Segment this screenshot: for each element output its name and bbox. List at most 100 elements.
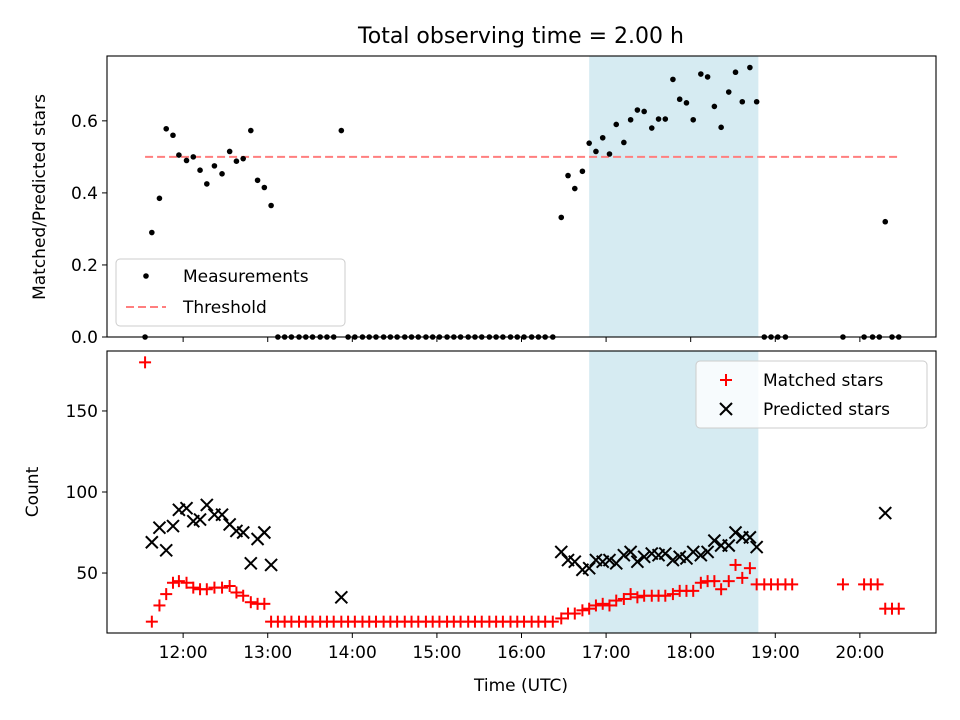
legend-predicted-marker — [719, 402, 733, 416]
top-y-tick-label: 0.6 — [71, 112, 98, 132]
predicted-stars-point — [200, 498, 214, 512]
matched-stars-point — [555, 612, 568, 625]
measurements-point — [558, 214, 565, 221]
measurements-point — [648, 125, 655, 131]
predicted-stars-point — [617, 548, 631, 562]
measurements-point — [621, 139, 627, 146]
legend-measurements-marker — [143, 273, 149, 279]
predicted-stars-point — [666, 553, 680, 567]
x-tick-label: 13:00 — [243, 643, 292, 663]
measurements-point — [711, 103, 718, 110]
x-tick-label: 12:00 — [159, 643, 208, 663]
measurements-point — [219, 171, 225, 177]
matched-stars-point — [139, 356, 152, 369]
matched-stars-point — [715, 583, 728, 596]
measurements-point — [170, 132, 176, 139]
measurements-point — [753, 98, 760, 105]
x-tick-label: 19:00 — [751, 643, 800, 663]
measurements-point — [655, 116, 662, 122]
matched-stars-point — [659, 589, 672, 602]
matched-stars-point — [694, 576, 707, 589]
measurements-point — [593, 148, 599, 155]
matched-stars-point — [631, 591, 644, 604]
matched-stars-point — [603, 599, 616, 612]
predicted-stars-point — [145, 535, 159, 549]
measurements-point — [565, 172, 571, 179]
matched-stars-point — [617, 592, 630, 605]
measurements-point — [627, 116, 634, 123]
legend-predicted-label: Predicted stars — [763, 400, 890, 420]
measurements-point — [571, 185, 578, 192]
matched-stars-point — [596, 597, 609, 610]
measurements-point — [233, 158, 240, 164]
predicted-stars-point — [722, 538, 736, 553]
matched-stars-point — [610, 594, 623, 607]
measurements-point — [579, 168, 586, 175]
matched-stars-point — [166, 576, 179, 589]
bottom-legend: Matched stars Predicted stars — [695, 360, 928, 429]
matched-stars-point — [576, 604, 589, 617]
matched-stars-point — [687, 584, 700, 597]
measurements-point — [176, 152, 182, 158]
top-y-axis-label: Matched/Predicted stars — [30, 94, 50, 300]
matched-stars-point — [244, 596, 257, 609]
predicted-stars-point — [236, 525, 250, 540]
predicted-stars-point — [694, 548, 708, 562]
predicted-stars-point — [602, 553, 617, 567]
legend-threshold-label: Threshold — [182, 298, 267, 318]
matched-stars-point — [153, 599, 166, 612]
matched-stars-point — [666, 588, 679, 601]
predicted-stars-point — [152, 520, 167, 535]
measurements-point — [248, 127, 254, 134]
measurements-point — [670, 76, 676, 83]
predicted-stars-point — [257, 525, 272, 540]
measurements-point — [197, 167, 203, 174]
bottom-panel: 50 100 150 12:00 13:00 14:00 15:00 16:00 17:00 1… — [23, 350, 937, 696]
matched-stars-point — [624, 588, 637, 601]
measurements-point — [240, 155, 246, 162]
predicted-stars-point — [166, 519, 180, 533]
x-tick-label: 16:00 — [497, 643, 546, 663]
matched-stars-point — [216, 581, 229, 594]
measurements-point — [882, 218, 889, 225]
matched-stars-point — [729, 558, 742, 571]
matched-stars-point — [200, 583, 213, 596]
legend-matched-label: Matched stars — [763, 371, 883, 391]
top-y-tick-label: 0.0 — [71, 328, 98, 348]
x-tick-label: 15:00 — [412, 643, 461, 663]
predicted-stars-point — [193, 512, 207, 527]
x-axis-label: Time (UTC) — [473, 676, 568, 696]
matched-stars-point — [722, 575, 735, 588]
matched-stars-point — [786, 578, 799, 591]
matched-stars-point — [180, 576, 193, 589]
measurements-point — [226, 148, 233, 155]
matched-stars-point — [230, 586, 243, 599]
measurements-point — [268, 202, 274, 209]
matched-stars-point — [743, 562, 756, 575]
measurements-point — [606, 151, 613, 157]
measurements-point — [586, 140, 592, 146]
matched-stars-point — [871, 578, 884, 591]
top-y-tick-label: 0.2 — [71, 256, 98, 276]
predicted-stars-point — [686, 545, 700, 559]
bot-y-tick-label: 50 — [76, 564, 98, 584]
matched-stars-point — [583, 602, 596, 615]
predicted-stars-point — [179, 501, 194, 515]
top-legend: Measurements Threshold — [115, 258, 346, 327]
measurements-point — [338, 127, 345, 134]
matched-stars-point — [145, 615, 158, 628]
top-y-tick-label: 0.4 — [71, 184, 98, 204]
measurements-point — [725, 89, 732, 95]
measurements-point — [698, 71, 704, 77]
x-tick-label: 20:00 — [835, 643, 884, 663]
measurements-point — [156, 195, 163, 202]
measurements-point — [662, 116, 669, 122]
matched-stars-point — [187, 581, 200, 594]
matched-stars-point — [237, 589, 250, 602]
predicted-stars-point — [743, 530, 757, 545]
bot-y-tick-label: 100 — [66, 483, 98, 503]
matched-stars-point — [836, 578, 849, 591]
predicted-stars-point — [749, 540, 764, 554]
measurements-point — [732, 69, 739, 76]
measurements-point — [204, 181, 210, 187]
